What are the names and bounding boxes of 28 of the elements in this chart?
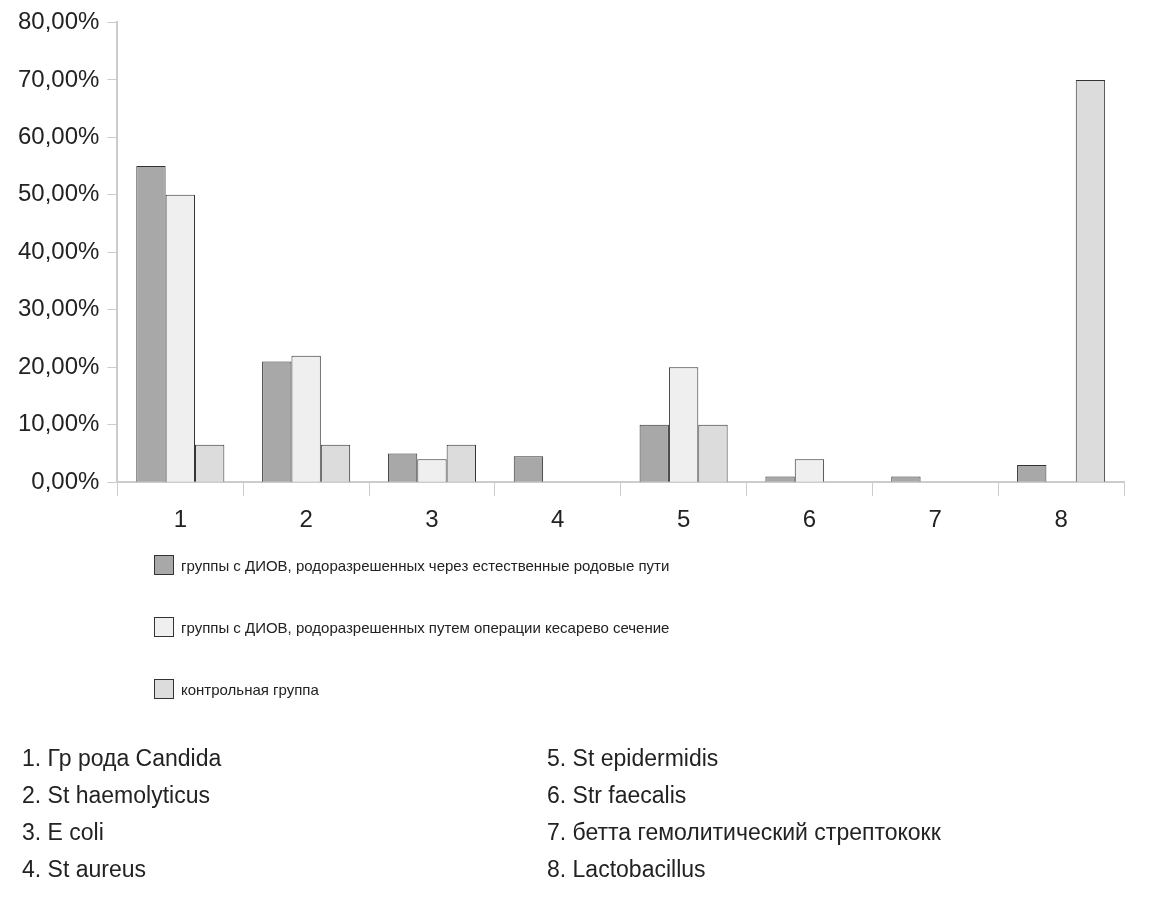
y-tick-label: 20,00% (17, 351, 100, 379)
y-tick-label: 80,00% (17, 7, 100, 35)
text: 2. St haemolyticus (22, 782, 211, 810)
text: 1. Гр рода Candida (22, 745, 223, 773)
y-tick-label: 40,00% (17, 236, 100, 264)
text: 4. St aureus (22, 856, 148, 884)
text: 8. Lactobacillus (547, 856, 707, 884)
text: 7. бетта гемолитический стрептококк (547, 819, 942, 847)
x-tick-label: 2 (299, 505, 313, 533)
text: 6. Str faecalis (547, 782, 688, 810)
x-tick-label: 5 (676, 505, 691, 533)
x-tick-label: 1 (173, 505, 187, 533)
y-tick-label: 30,00% (17, 294, 100, 322)
legend-label: группы с ДИОВ, родоразрешенных путем операции кесарево сечение (181, 618, 670, 636)
x-tick-label: 4 (551, 505, 565, 533)
y-tick-label: 60,00% (17, 121, 100, 149)
x-tick-label: 8 (1054, 505, 1068, 533)
legend-label: группы с ДИОВ, родоразрешенных через естественные родовые пути (181, 556, 670, 574)
y-tick-label: 50,00% (17, 179, 100, 207)
text: 5. St epidermidis (547, 745, 720, 773)
text: 3. E coli (22, 819, 105, 847)
y-tick-label: 70,00% (17, 64, 100, 92)
x-tick-label: 3 (425, 505, 439, 533)
x-tick-label: 7 (928, 505, 942, 533)
y-tick-label: 10,00% (17, 409, 100, 437)
y-tick-label: 0,00% (31, 466, 100, 494)
legend-label: контрольная группа (181, 680, 319, 698)
x-tick-label: 6 (802, 505, 817, 533)
